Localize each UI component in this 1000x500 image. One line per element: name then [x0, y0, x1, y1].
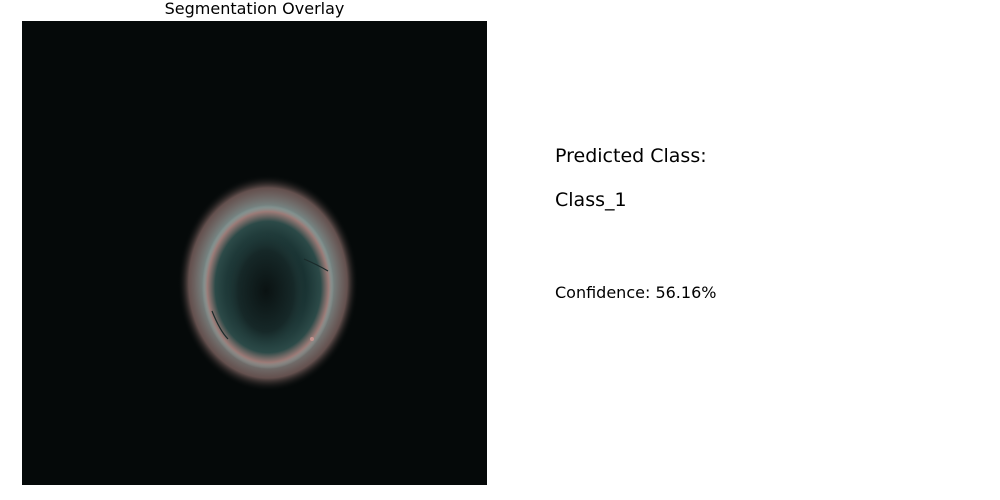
predicted-class-value: Class_1 — [555, 189, 627, 211]
predicted-class-label: Predicted Class: — [555, 145, 707, 167]
segmentation-overlay-image — [22, 21, 487, 485]
confidence-readout: Confidence: 56.16% — [555, 283, 717, 302]
panel-title: Segmentation Overlay — [164, 0, 345, 18]
